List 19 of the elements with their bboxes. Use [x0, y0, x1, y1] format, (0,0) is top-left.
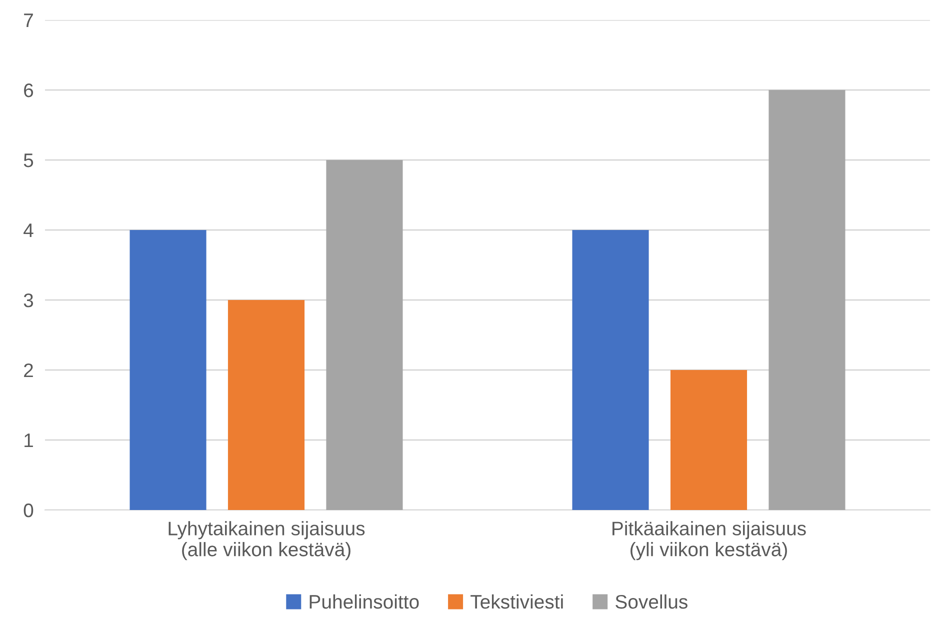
legend-label: Puhelinsoitto	[310, 594, 419, 609]
x-tick-label: Lyhytaikainen sijaisuus (alle viikon kestävä)	[168, 521, 365, 560]
y-tick-label: 2	[24, 363, 33, 378]
bar	[670, 370, 748, 510]
y-tick-label: 5	[24, 154, 34, 168]
bar	[130, 230, 206, 510]
bar	[326, 160, 403, 510]
y-tick-label: 6	[24, 83, 34, 98]
y-tick-label: 4	[24, 224, 34, 238]
y-tick-label: 1	[24, 434, 33, 448]
y-tick-label: 7	[24, 14, 33, 28]
x-tick-label: Pitkäaikainen sijaisuus (yli viikon kestävä)	[612, 521, 806, 560]
legend-label: Tekstiviesti	[470, 594, 563, 609]
y-tick-label: 3	[24, 293, 34, 308]
bar	[228, 300, 305, 510]
bar	[768, 90, 846, 510]
legend-label: Sovellus	[616, 594, 688, 609]
y-tick-label: 0	[24, 503, 34, 518]
bar	[572, 230, 649, 510]
